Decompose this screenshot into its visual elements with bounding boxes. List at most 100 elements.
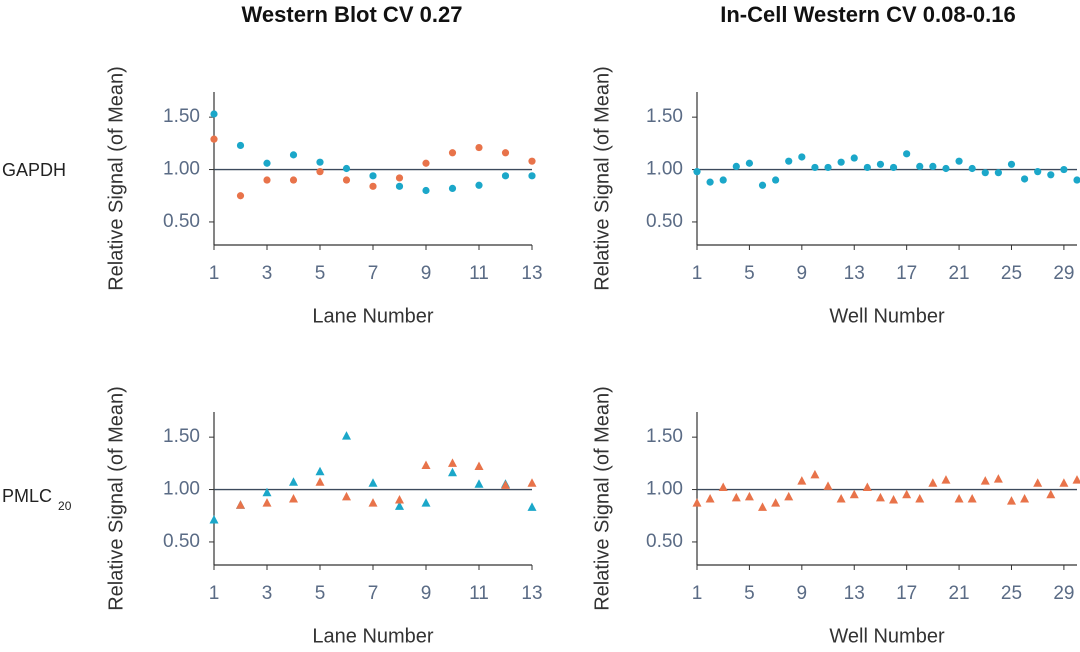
- row-label-subscript: 20: [58, 499, 72, 513]
- data-point: [263, 176, 271, 184]
- x-tick-label: 1: [692, 263, 703, 284]
- x-tick-label: 5: [744, 263, 755, 284]
- x-tick-label: 5: [315, 263, 326, 284]
- data-point: [1020, 493, 1030, 503]
- data-point: [1072, 475, 1080, 484]
- data-point: [863, 163, 871, 172]
- y-tick-label: 1.00: [163, 479, 200, 500]
- data-point: [342, 176, 351, 184]
- x-tick-label: 9: [421, 583, 432, 604]
- x-tick-label: 11: [469, 583, 489, 604]
- data-point: [262, 487, 272, 497]
- column-title: In-Cell Western CV 0.08-0.16: [720, 2, 1016, 27]
- data-point: [289, 493, 298, 503]
- data-point: [850, 154, 858, 162]
- data-point: [929, 162, 937, 171]
- data-point: [705, 493, 715, 503]
- data-point: [528, 172, 536, 180]
- y-tick-label: 1.50: [646, 106, 683, 127]
- data-point: [210, 110, 218, 118]
- data-point: [1033, 478, 1043, 487]
- data-point: [744, 491, 754, 501]
- data-point: [1020, 175, 1029, 183]
- column-title: Western Blot CV 0.27: [242, 2, 463, 27]
- data-point: [955, 157, 963, 165]
- x-tick-label: 5: [744, 583, 755, 604]
- x-tick-label: 11: [469, 263, 489, 284]
- y-tick-label: 0.50: [646, 531, 683, 552]
- data-point: [210, 135, 218, 143]
- data-point: [876, 160, 885, 168]
- x-tick-label: 3: [262, 583, 273, 604]
- y-axis-label: Relative Signal (of Mean): [105, 66, 127, 291]
- x-tick-label: 25: [1001, 263, 1022, 284]
- data-point: [903, 150, 911, 158]
- data-point: [527, 502, 537, 511]
- data-point: [811, 163, 819, 172]
- data-point: [981, 169, 989, 177]
- data-point: [745, 159, 754, 167]
- x-tick-label: 21: [948, 263, 969, 284]
- data-point: [823, 481, 833, 490]
- data-point: [941, 475, 951, 484]
- data-point: [837, 158, 845, 166]
- data-point: [527, 478, 537, 487]
- data-point: [967, 493, 977, 503]
- data-point: [719, 176, 727, 184]
- data-point: [395, 174, 404, 182]
- data-point: [810, 469, 820, 479]
- data-point: [772, 176, 780, 184]
- data-point: [785, 157, 793, 165]
- x-tick-label: 17: [896, 263, 917, 284]
- data-point: [501, 149, 510, 157]
- data-point: [758, 181, 767, 189]
- x-tick-label: 9: [421, 263, 432, 284]
- data-point: [889, 163, 898, 172]
- data-point: [422, 159, 430, 167]
- data-point: [1047, 171, 1055, 179]
- y-tick-label: 0.50: [163, 211, 200, 232]
- data-point: [342, 431, 351, 440]
- x-tick-label: 13: [844, 583, 865, 604]
- data-point: [916, 162, 924, 171]
- data-point: [236, 192, 245, 200]
- data-point: [942, 164, 950, 173]
- data-point: [289, 151, 298, 159]
- row-label: GAPDH: [2, 160, 66, 180]
- x-tick-label: 1: [209, 583, 220, 604]
- x-tick-label: 13: [844, 263, 865, 284]
- row-label-main: PMLC: [2, 486, 52, 506]
- data-point: [1006, 496, 1016, 505]
- data-point: [262, 498, 272, 507]
- data-point: [342, 164, 351, 173]
- data-point: [368, 498, 378, 507]
- data-point: [501, 480, 510, 489]
- data-point: [1007, 160, 1016, 168]
- data-point: [315, 477, 325, 486]
- y-tick-label: 0.50: [163, 531, 200, 552]
- x-tick-label: 1: [209, 263, 220, 284]
- data-point: [289, 477, 298, 486]
- x-tick-label: 29: [1053, 583, 1074, 604]
- data-point: [1046, 489, 1056, 499]
- data-point: [718, 482, 728, 491]
- y-tick-label: 0.50: [646, 211, 683, 232]
- data-point: [421, 498, 431, 507]
- x-tick-label: 5: [315, 583, 326, 604]
- data-point: [915, 493, 925, 503]
- data-point: [315, 466, 325, 476]
- data-point: [875, 492, 885, 502]
- data-point: [263, 159, 271, 167]
- x-axis-label: Well Number: [829, 305, 945, 327]
- data-point: [369, 182, 377, 190]
- data-point: [731, 492, 741, 502]
- data-point: [316, 158, 324, 166]
- data-point: [474, 479, 484, 488]
- y-axis-label: Relative Signal (of Mean): [105, 386, 127, 611]
- y-tick-label: 1.00: [646, 479, 683, 500]
- data-point: [692, 498, 702, 507]
- data-point: [1034, 168, 1042, 176]
- data-point: [928, 478, 938, 487]
- y-axis-label: Relative Signal (of Mean): [591, 386, 613, 611]
